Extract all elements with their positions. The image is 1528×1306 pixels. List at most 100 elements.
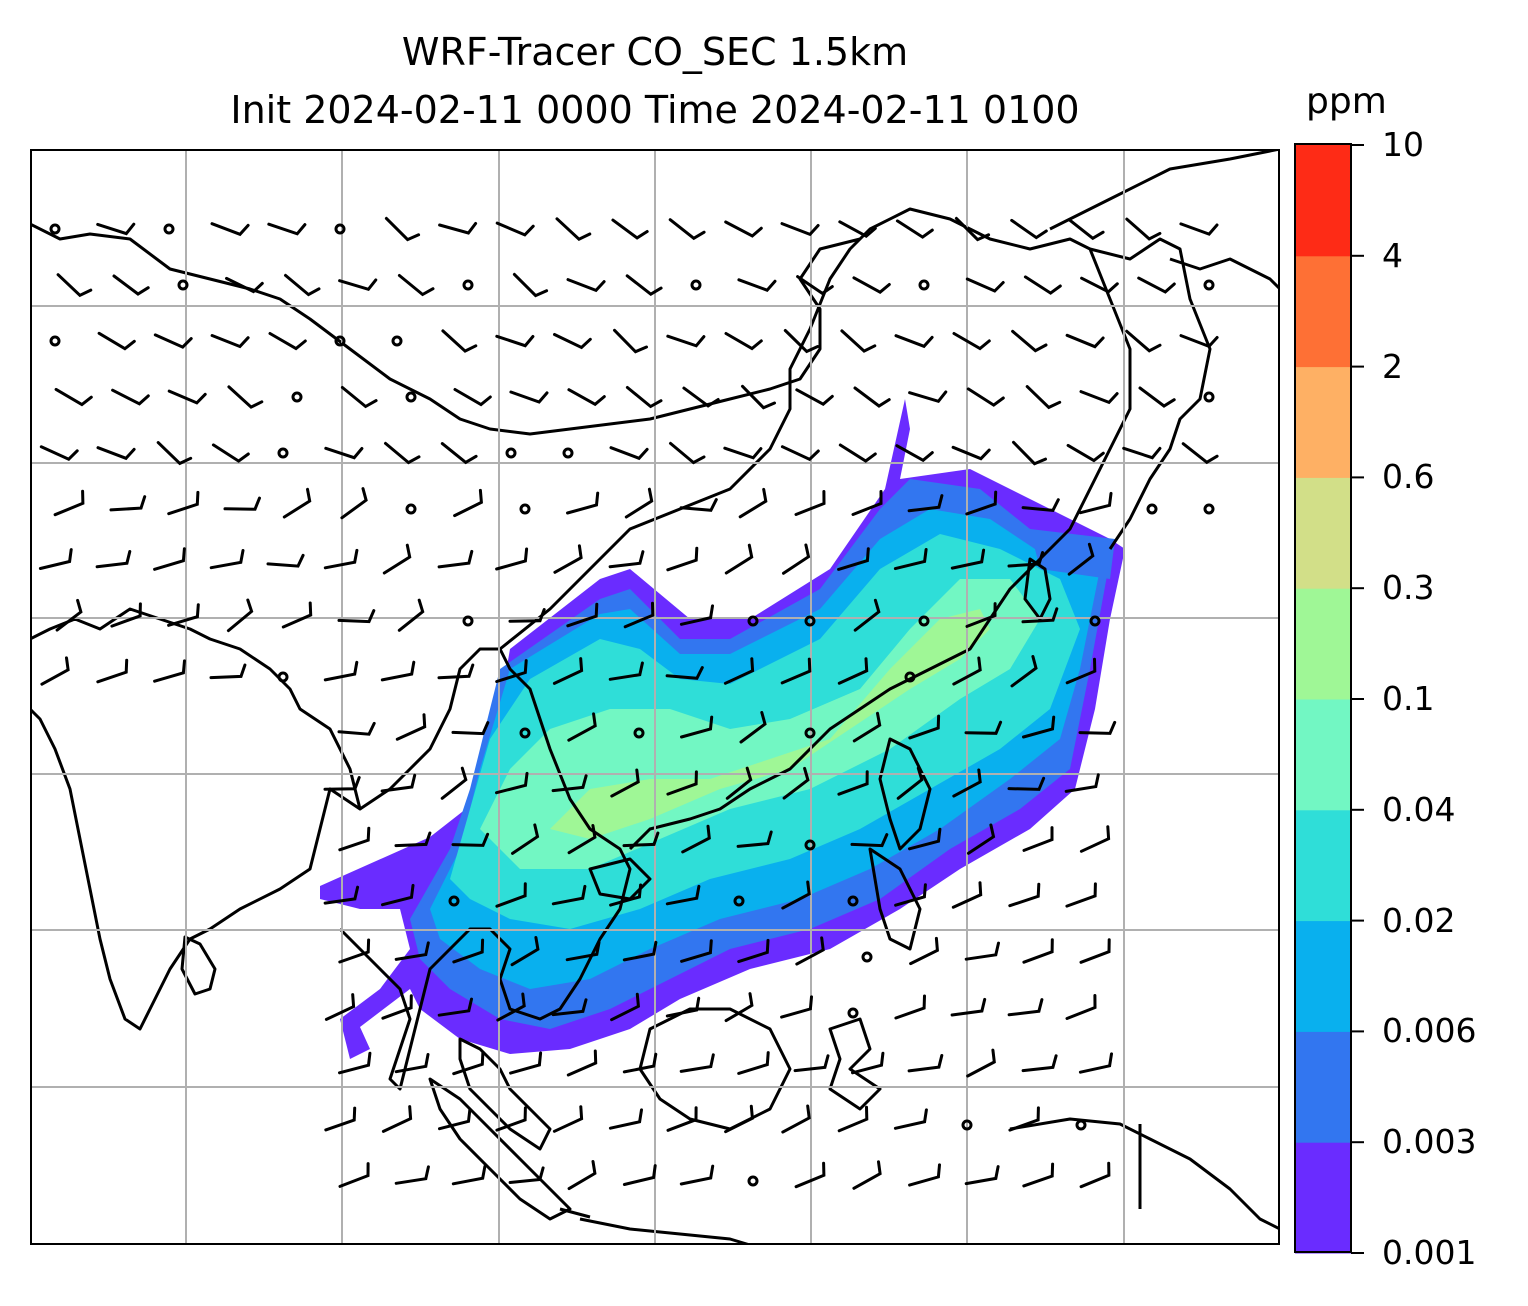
wind-barb [724, 220, 763, 238]
calm-wind-marker [733, 895, 745, 907]
tracer-plume-east-strip [1030, 529, 1115, 579]
colorbar-segment [1295, 699, 1351, 811]
wind-barb [723, 446, 763, 460]
wind-barb [97, 331, 136, 351]
wind-barb [608, 550, 645, 569]
calm-wind-marker [961, 1119, 973, 1131]
wind-barb [323, 776, 361, 791]
wind-barb [338, 826, 371, 852]
wind-barb [209, 663, 247, 680]
wind-barb [896, 766, 924, 800]
wind-barb [952, 332, 991, 351]
wind-barb [780, 995, 813, 1019]
wind-barb [781, 880, 811, 910]
wind-barb [337, 721, 376, 736]
wind-barb [666, 770, 698, 796]
wind-barb [608, 1108, 643, 1130]
wind-barb [853, 386, 891, 408]
wind-barb [741, 384, 776, 410]
wind-barb [782, 766, 810, 800]
calm-wind-marker [1075, 1119, 1087, 1131]
wind-barb [852, 711, 882, 743]
wind-barb [1025, 385, 1062, 410]
colorbar-tick-label: 2 [1382, 346, 1403, 386]
wind-barb [952, 768, 982, 798]
wind-barb [965, 277, 1005, 293]
wind-barb [908, 827, 942, 851]
wind-barb [624, 487, 654, 519]
colorbar-tick-label: 10 [1382, 125, 1424, 164]
wind-barb [567, 824, 597, 855]
wind-barb [1079, 825, 1111, 853]
wind-barb [1011, 329, 1048, 353]
wind-barb [625, 274, 663, 297]
wind-barb [1007, 551, 1045, 568]
wind-barb [1122, 446, 1162, 460]
wind-barb [551, 998, 588, 1017]
wind-barb [384, 441, 421, 465]
coastline-borneo [638, 1007, 792, 1131]
wind-barb [1179, 222, 1219, 236]
colorbar-segment [1295, 1142, 1351, 1254]
wind-barb [737, 1051, 770, 1075]
wind-barbs [38, 216, 1219, 1191]
wind-barb [894, 883, 927, 907]
wind-barb [950, 548, 986, 570]
wind-barb [440, 442, 478, 465]
wind-barb [681, 824, 711, 854]
wind-barb [156, 441, 193, 466]
wind-barb [453, 488, 483, 518]
wind-barb [950, 997, 987, 1017]
wind-barb [780, 445, 820, 462]
coastline-sumatra [428, 1077, 572, 1221]
wind-barb [567, 388, 606, 407]
wind-barb [567, 712, 597, 742]
wind-barb [1125, 329, 1162, 353]
wind-barb [324, 1106, 357, 1132]
wind-barb [837, 547, 870, 571]
wind-barb [783, 329, 820, 354]
calm-wind-marker [918, 615, 930, 627]
wind-barb [167, 603, 200, 627]
wind-barb [566, 602, 599, 628]
colorbar-tick-label: 0.001 [1382, 1233, 1477, 1272]
wind-barb [966, 387, 1005, 407]
wind-barb [954, 216, 991, 242]
wind-barb [894, 994, 926, 1020]
wind-barb [394, 941, 430, 961]
wind-barb [668, 218, 706, 241]
colorbar-segment [1295, 920, 1351, 1032]
colorbar-segment [1295, 255, 1351, 368]
wind-barb [1023, 275, 1062, 295]
wind-barb [895, 444, 934, 463]
wind-barb [153, 547, 186, 571]
colorbar-tick-label: 4 [1382, 235, 1403, 275]
wind-barb [495, 547, 529, 571]
wind-barb [851, 490, 883, 516]
wind-barb [438, 222, 478, 235]
wind-barb [1008, 1106, 1040, 1132]
calm-wind-marker [747, 1175, 759, 1187]
wind-barb [669, 441, 706, 465]
wind-barb [724, 543, 754, 575]
wind-barb [780, 657, 812, 685]
wind-barb [281, 601, 313, 629]
coastline-taiwan [1023, 557, 1052, 621]
wind-barb [266, 553, 305, 568]
wind-barb [1181, 442, 1219, 465]
calm-wind-marker [1146, 503, 1158, 515]
wind-barb [1137, 276, 1176, 294]
wind-barb [323, 548, 359, 570]
calm-wind-marker [405, 503, 417, 515]
wind-barb [437, 549, 474, 569]
coastline-sulawesi [828, 1017, 882, 1111]
wind-barb [223, 496, 261, 511]
wind-barb [508, 608, 546, 623]
wind-barb [1066, 443, 1105, 463]
wind-barb [553, 544, 583, 574]
wind-barb [397, 274, 435, 297]
wind-barb [1022, 715, 1056, 739]
wind-barb [1022, 938, 1054, 964]
colorbar-tick-label: 0.02 [1382, 900, 1456, 940]
wind-barb [495, 771, 529, 795]
